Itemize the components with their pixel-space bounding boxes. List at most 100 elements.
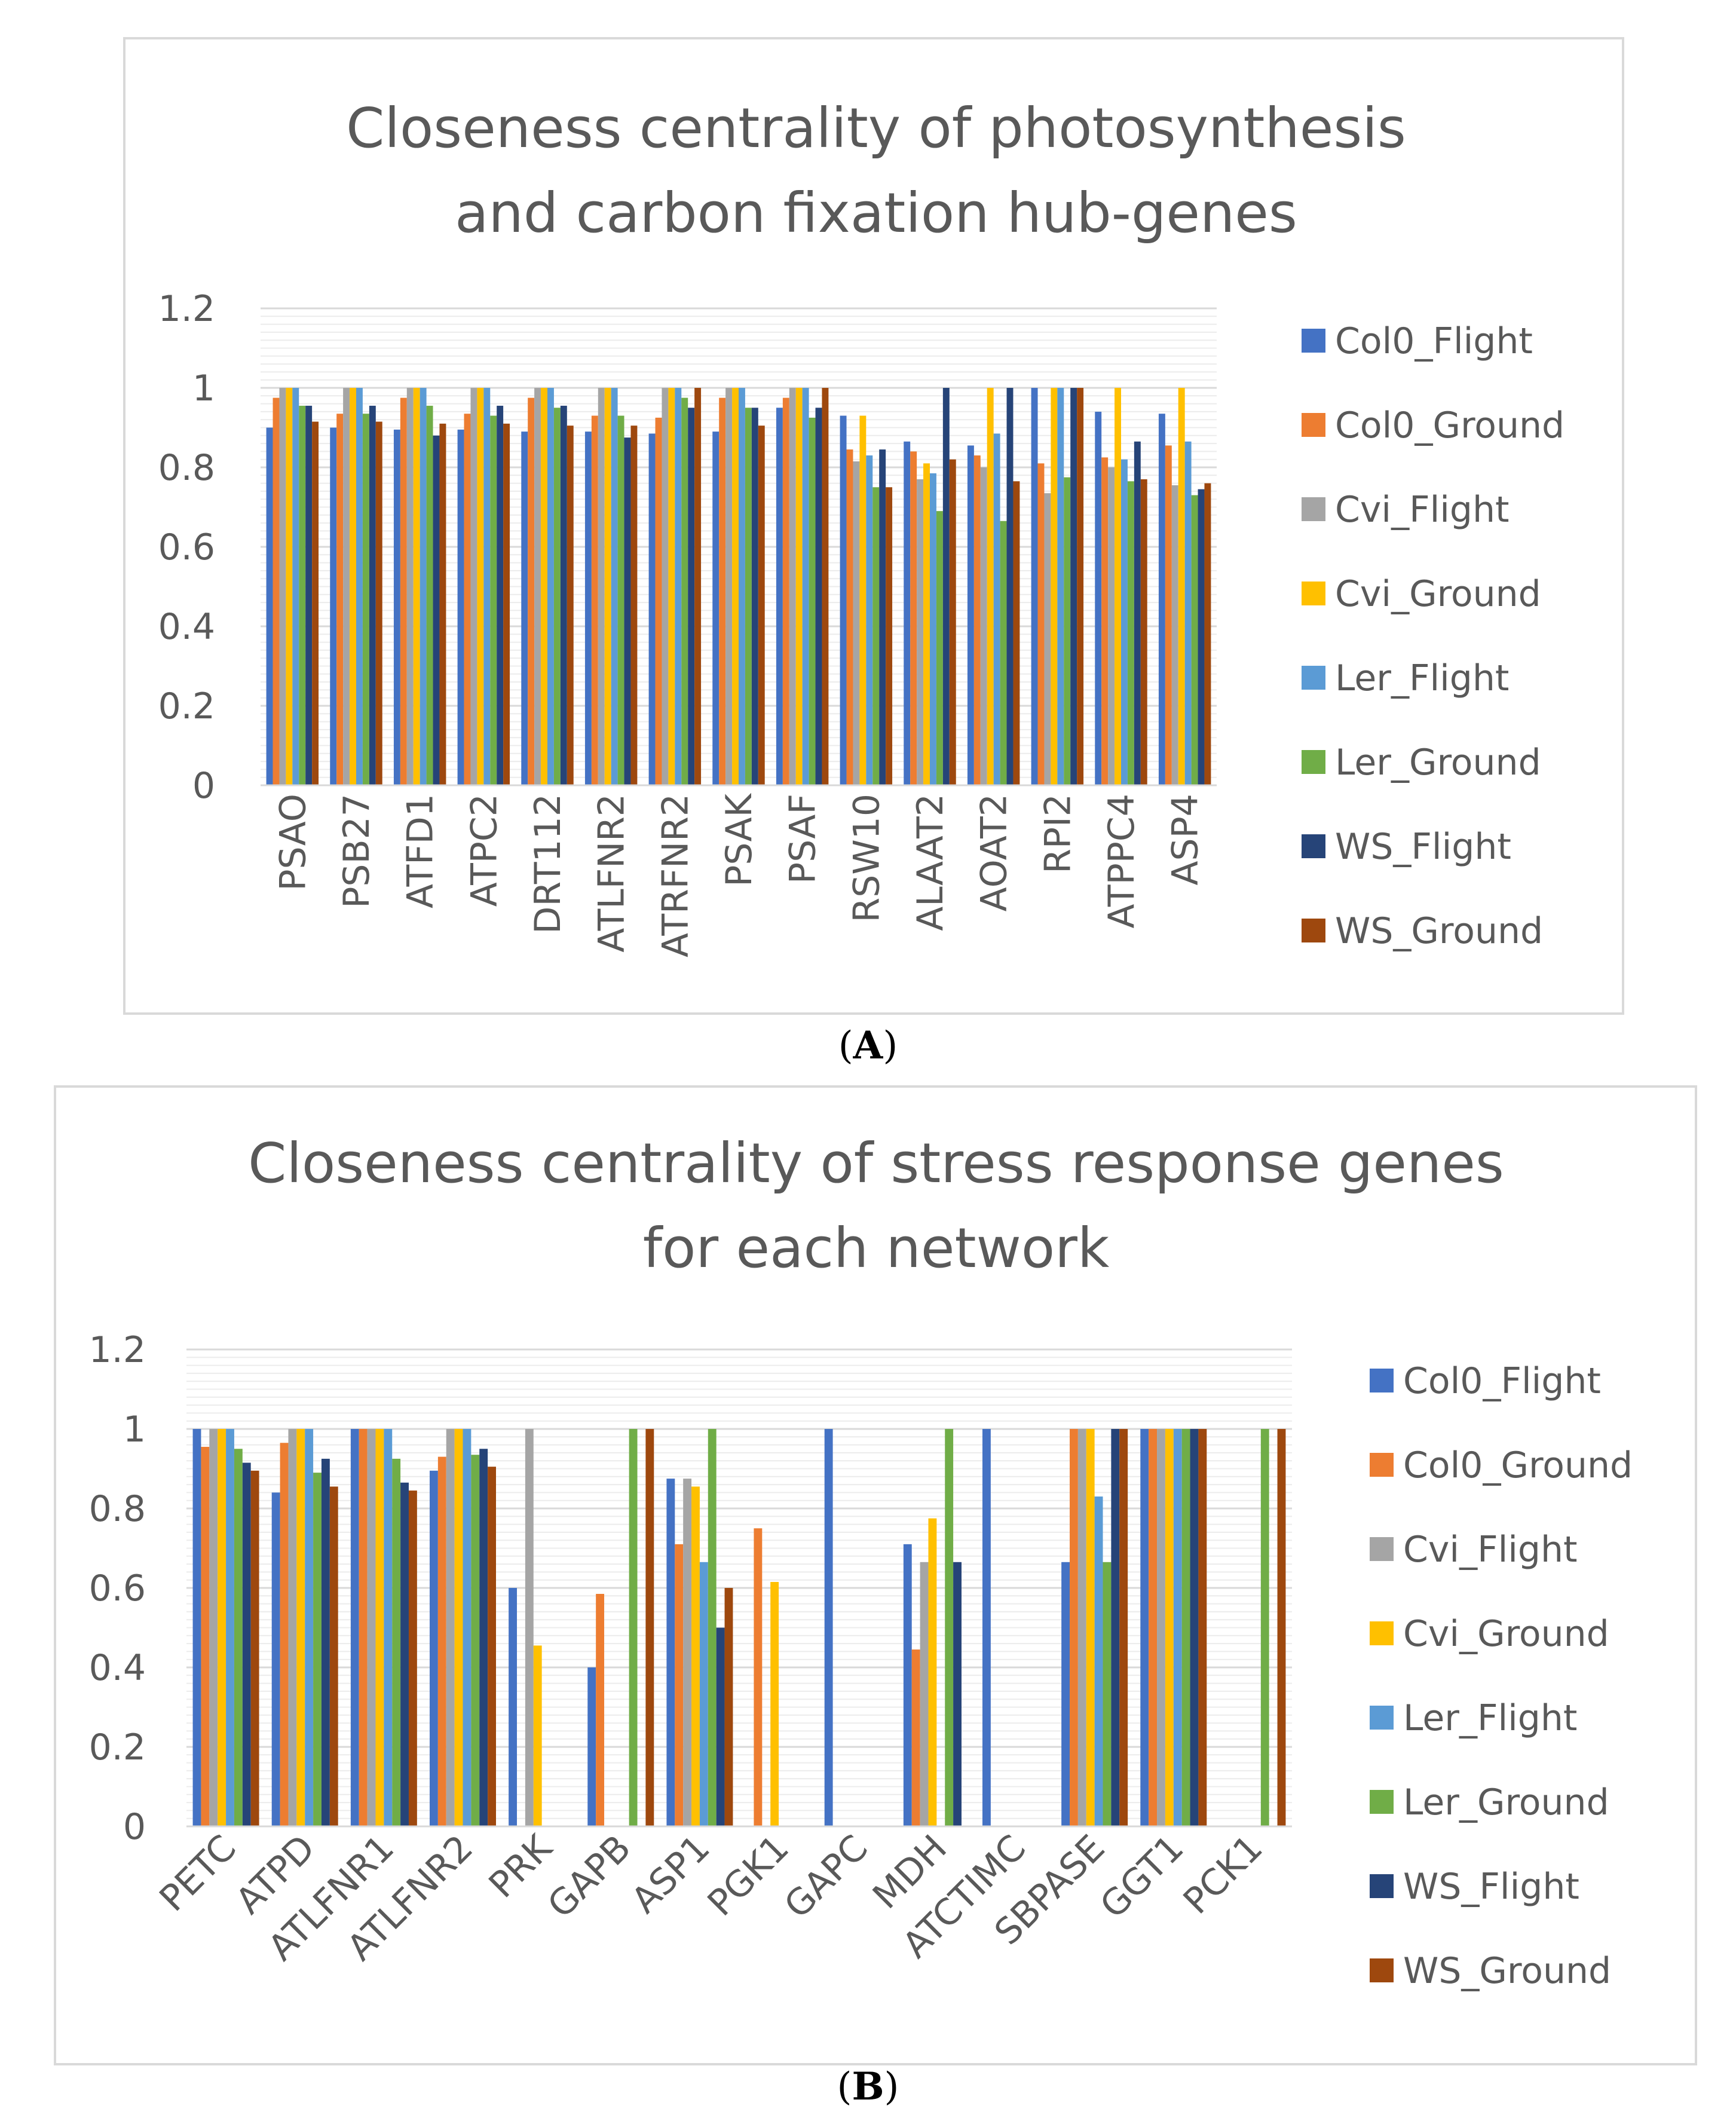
legend-swatch [1302, 329, 1325, 353]
bar [587, 1667, 596, 1826]
bar [910, 451, 917, 785]
bar [1149, 1429, 1158, 1826]
bar [279, 388, 286, 785]
x-tick-label: AOAT2 [973, 794, 1015, 911]
bar [528, 397, 535, 785]
bar [471, 1455, 480, 1826]
bar [350, 388, 356, 785]
bar [1157, 1429, 1165, 1826]
bar [420, 388, 427, 785]
bar [1037, 463, 1045, 785]
bar [666, 1479, 675, 1826]
bar [503, 423, 510, 785]
bar [662, 388, 669, 785]
bar [725, 388, 733, 785]
bar [490, 415, 497, 785]
bar [1103, 1562, 1112, 1826]
bar [1184, 441, 1192, 785]
bar [1006, 388, 1014, 785]
bar [271, 1492, 280, 1826]
legend-swatch [1370, 1790, 1394, 1814]
bar [454, 1429, 463, 1826]
bar [1190, 1429, 1199, 1826]
bar [1061, 1562, 1070, 1826]
bar [1095, 411, 1102, 785]
bar [1140, 1429, 1149, 1826]
bar [218, 1429, 226, 1826]
bar [645, 1429, 654, 1826]
x-tick-label: PSB27 [336, 794, 378, 908]
bar [973, 455, 981, 785]
legend-label: Cvi_Ground [1403, 1613, 1609, 1655]
bar [920, 1562, 929, 1826]
bar [691, 1486, 700, 1826]
bar [648, 433, 656, 785]
bar [359, 1429, 368, 1826]
x-tick-label: PCK1 [1175, 1827, 1271, 1923]
legend-swatch [1370, 1453, 1394, 1477]
y-tick-label: 0 [192, 765, 215, 807]
bar [400, 1482, 409, 1826]
legend-label: Ler_Ground [1403, 1782, 1609, 1823]
bar [312, 421, 319, 785]
bar [675, 388, 682, 785]
bar [1121, 459, 1128, 785]
bar [1111, 1429, 1120, 1826]
chart-title-line: Closeness centrality of photosynthesis [346, 96, 1406, 160]
bar [1013, 481, 1020, 785]
bar [846, 449, 853, 785]
legend-swatch [1370, 1874, 1394, 1898]
bar [525, 1429, 534, 1826]
bar [464, 414, 471, 785]
bar [1140, 479, 1147, 785]
y-tick-label: 0.2 [158, 685, 215, 727]
bar [732, 388, 739, 785]
bar [866, 455, 873, 785]
bar [993, 433, 1000, 785]
bar [942, 388, 950, 785]
bar [953, 1562, 962, 1826]
legend-label: Cvi_Flight [1403, 1529, 1578, 1571]
bar [192, 1429, 201, 1826]
bar [250, 1470, 259, 1826]
x-tick-label: RPI2 [1037, 794, 1079, 874]
caption-b: (B) [837, 2064, 899, 2109]
chart-b: Closeness centrality of stress response … [89, 1131, 1633, 1992]
bar [426, 405, 433, 785]
bar [406, 388, 414, 785]
bar [1057, 388, 1064, 785]
bar [1051, 388, 1058, 785]
bar [367, 1429, 376, 1826]
bar [280, 1443, 289, 1826]
bar [437, 1456, 446, 1826]
bar [362, 414, 369, 785]
bar [201, 1446, 210, 1826]
bar [1077, 388, 1084, 785]
legend-label: WS_Ground [1403, 1950, 1611, 1992]
bar [369, 405, 376, 785]
legend-swatch [1370, 1369, 1394, 1392]
bar [234, 1449, 243, 1826]
bar [815, 408, 822, 785]
bar [758, 426, 765, 785]
bar [716, 1627, 725, 1826]
bar [630, 426, 638, 785]
bar [547, 388, 554, 785]
bar [509, 1588, 518, 1826]
bar [226, 1429, 234, 1826]
legend-label: Cvi_Ground [1335, 573, 1541, 615]
legend-label: Col0_Flight [1403, 1360, 1601, 1402]
chart-a: Closeness centrality of photosynthesis an… [158, 96, 1565, 957]
bar [393, 429, 400, 785]
bar [859, 415, 867, 785]
bar [439, 423, 446, 785]
legend-swatch [1370, 1621, 1394, 1645]
bar [712, 431, 719, 785]
bar [1134, 441, 1141, 785]
bar [596, 1593, 605, 1826]
bar [1191, 495, 1198, 785]
bar [305, 405, 313, 785]
bar [330, 427, 337, 785]
y-tick-label: 0.8 [158, 447, 215, 489]
bar [928, 1518, 937, 1826]
